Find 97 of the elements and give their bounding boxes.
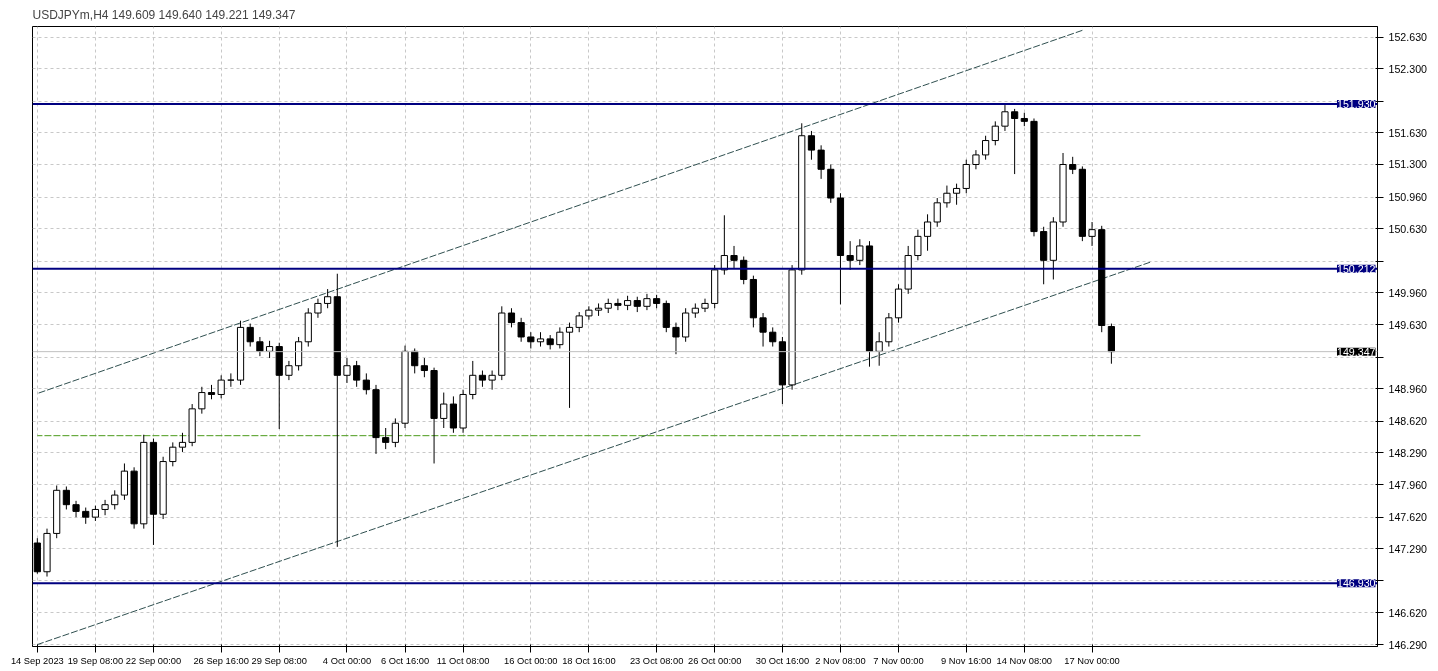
candlestick	[178, 432, 187, 453]
x-tick-label: 17 Nov 00:00	[1064, 655, 1120, 666]
x-tick-label: 9 Nov 16:00	[941, 655, 992, 666]
candlestick	[1001, 104, 1009, 132]
candlestick	[807, 130, 816, 161]
y-tick-label: 147.620	[1388, 511, 1428, 524]
candlestick	[469, 360, 477, 400]
candlestick	[817, 144, 825, 180]
x-tick-label: 26 Oct 00:00	[687, 655, 742, 666]
candlestick	[517, 317, 525, 343]
candlestick	[507, 307, 516, 328]
y-tick-label: 152.300	[1388, 62, 1428, 75]
x-tick-label: 26 Sep 16:00	[193, 655, 249, 666]
candlestick	[943, 185, 951, 209]
candlestick	[449, 395, 458, 434]
y-tick-label: 152.630	[1388, 31, 1428, 44]
candlestick	[565, 322, 574, 409]
candlestick	[856, 238, 864, 266]
y-tick-label: 148.290	[1388, 446, 1428, 459]
y-tick-label: 147.960	[1388, 478, 1428, 491]
ref-line-label: 150.212	[1336, 262, 1376, 275]
candlestick	[846, 240, 854, 271]
candlestick	[585, 305, 593, 321]
candlestick	[246, 323, 254, 348]
candlestick	[575, 311, 583, 333]
candlestick	[923, 213, 932, 252]
candlestick	[875, 331, 883, 367]
candlestick	[227, 372, 235, 388]
candlestick	[556, 326, 564, 349]
candlestick	[672, 322, 680, 355]
candlestick	[759, 312, 767, 348]
y-tick-label: 146.620	[1388, 606, 1428, 619]
candlestick	[885, 312, 893, 348]
y-tick-label: 149.630	[1388, 318, 1428, 331]
candlestick	[111, 489, 119, 510]
candlestick	[362, 372, 370, 395]
candlestick	[343, 357, 351, 384]
candlestick	[391, 417, 399, 448]
candlestick	[217, 374, 225, 399]
candlestick	[440, 392, 448, 429]
candlestick	[952, 183, 961, 206]
candlestick	[662, 300, 670, 333]
candlestick	[769, 326, 777, 348]
candlestick	[730, 245, 738, 269]
x-tick-label: 18 Oct 16:00	[562, 655, 616, 666]
x-tick-label: 14 Nov 08:00	[996, 655, 1053, 666]
candlestick	[962, 159, 970, 194]
candlestick	[1088, 221, 1096, 247]
candlestick	[62, 485, 70, 510]
y-tick-label: 149.960	[1388, 286, 1428, 299]
x-tick-label: 11 Oct 08:00	[436, 655, 490, 666]
ref-line-label: 151.930	[1336, 98, 1376, 111]
x-tick-label: 4 Oct 00:00	[322, 655, 372, 666]
x-tick-label: 19 Sep 08:00	[67, 655, 124, 666]
chart-title: USDJPYm,H4 149.609 149.640 149.221 149.347	[32, 7, 296, 22]
candlestick	[314, 298, 322, 319]
y-tick-label: 150.960	[1388, 191, 1428, 204]
x-tick-label: 2 Nov 08:00	[815, 655, 866, 666]
y-tick-label: 147.290	[1388, 542, 1428, 555]
x-tick-label: 22 Sep 00:00	[125, 655, 182, 666]
candlestick	[169, 441, 177, 467]
x-tick-label: 30 Oct 16:00	[755, 655, 810, 666]
candlestick	[353, 360, 361, 388]
candlestick	[198, 386, 206, 415]
x-tick-label: 14 Sep 2023	[10, 655, 64, 666]
candlestick	[382, 427, 390, 450]
x-tick-label: 7 Nov 00:00	[873, 655, 924, 666]
candlestick	[1011, 108, 1019, 175]
x-tick-label: 6 Oct 16:00	[380, 655, 430, 666]
x-tick-label: 29 Sep 08:00	[251, 655, 307, 666]
candlestick	[101, 499, 109, 516]
candlestick	[933, 197, 941, 228]
candlestick	[701, 298, 709, 313]
y-tick-label: 151.300	[1388, 158, 1428, 171]
candlestick	[682, 307, 690, 343]
candlestick	[614, 298, 622, 311]
candlestick	[72, 500, 80, 518]
candlestick	[420, 357, 428, 378]
candlestick	[295, 336, 303, 372]
candlestick	[488, 370, 496, 391]
y-tick-label: 146.290	[1388, 638, 1428, 651]
ref-line-label: 149.347	[1336, 345, 1376, 358]
candlestick	[120, 462, 129, 501]
candlestick	[285, 360, 293, 381]
y-tick-label: 150.630	[1388, 222, 1428, 235]
candlestick	[256, 336, 264, 357]
candlestick	[324, 288, 332, 309]
x-tick-label: 23 Oct 08:00	[629, 655, 684, 666]
y-tick-label: 151.630	[1388, 126, 1428, 139]
candlestick	[914, 229, 922, 261]
candlestick	[991, 120, 999, 146]
ref-line-label: 146.930	[1336, 577, 1376, 590]
candlestick	[982, 135, 990, 161]
candlestick	[972, 149, 980, 170]
y-tick-label: 148.960	[1388, 382, 1428, 395]
x-tick-label: 16 Oct 00:00	[504, 655, 558, 666]
y-tick-label: 148.620	[1388, 415, 1428, 428]
